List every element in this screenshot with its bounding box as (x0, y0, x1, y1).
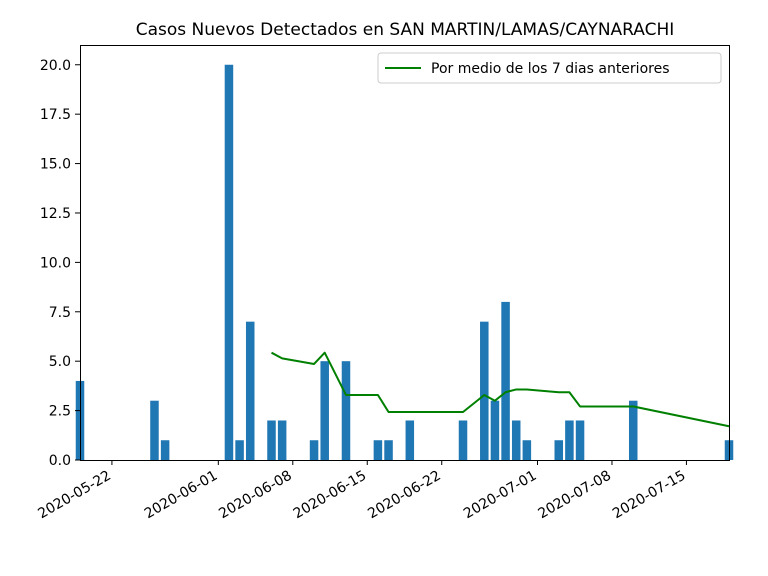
x-tick-label: 2020-05-22 (35, 468, 113, 523)
bar (554, 440, 564, 460)
legend: Por medio de los 7 dias anteriores (377, 52, 722, 84)
x-tick-label: 2020-06-22 (365, 468, 443, 523)
legend-label: Por medio de los 7 dias anteriores (431, 61, 670, 77)
bar (320, 361, 329, 460)
line-group (271, 351, 730, 428)
bar (160, 440, 170, 460)
bar (511, 420, 521, 460)
bar (458, 420, 468, 460)
y-tick-label: 12.5 (40, 206, 71, 222)
bars-group (75, 64, 734, 460)
y-tick-label: 17.5 (40, 107, 71, 123)
plot-frame (80, 45, 730, 461)
bar (522, 440, 532, 460)
x-tick-label: 2020-07-01 (461, 468, 539, 523)
series-line (271, 351, 730, 428)
bar (150, 400, 159, 460)
bar (384, 440, 393, 460)
bar (575, 420, 585, 460)
y-tick-label: 10.0 (40, 255, 71, 271)
bar (277, 420, 287, 460)
bar (565, 420, 574, 460)
bar (501, 301, 510, 460)
bar (267, 420, 276, 460)
y-tick-label: 0.0 (49, 453, 71, 469)
bar (309, 440, 319, 460)
y-tick-label: 7.5 (49, 305, 71, 321)
bar (373, 440, 383, 460)
bar (341, 361, 351, 460)
chart-title: Casos Nuevos Detectados en SAN MARTIN/LA… (136, 20, 675, 40)
x-tick-label: 2020-06-01 (142, 468, 220, 523)
y-tick-label: 5.0 (49, 354, 71, 370)
x-tick-label: 2020-07-08 (535, 468, 613, 523)
x-axis: 2020-05-22 2020-06-012020-06-082020-06-15… (35, 460, 688, 522)
bar (480, 321, 489, 460)
bar (724, 440, 734, 460)
x-tick-label: 2020-07-15 (610, 468, 688, 523)
bar (235, 440, 244, 460)
bar (490, 400, 500, 460)
legend-box (377, 52, 722, 84)
bar (75, 380, 85, 460)
bar (245, 321, 255, 460)
bar (405, 420, 415, 460)
y-tick-label: 15.0 (40, 157, 71, 173)
x-tick-label: 2020-06-15 (291, 468, 369, 523)
x-tick-label: 2020-06-08 (216, 468, 294, 523)
y-axis: 0.0 2.5 5.0 7.5 10.0 12.5 15.0 17.5 20.0 (40, 58, 80, 469)
y-tick-label: 20.0 (40, 58, 71, 74)
bar (628, 400, 638, 460)
bar (224, 64, 234, 460)
y-tick-label: 2.5 (49, 404, 71, 420)
